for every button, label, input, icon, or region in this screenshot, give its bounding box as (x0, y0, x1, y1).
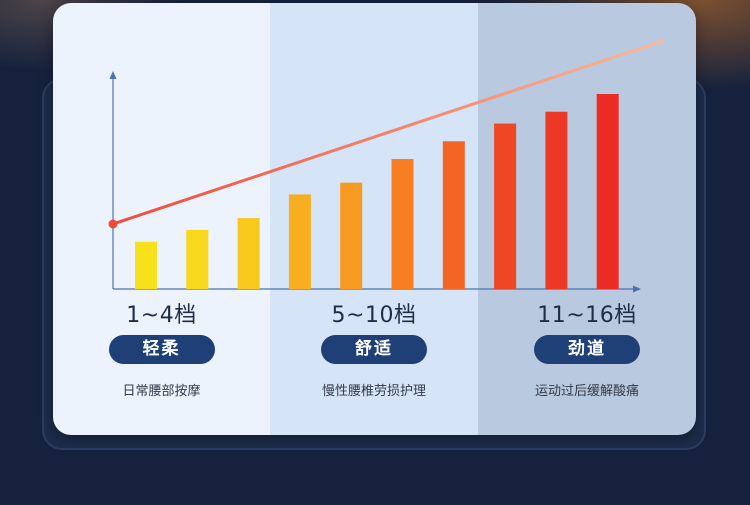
mode-badge-strong: 劲道 (534, 335, 640, 364)
chart-bar-4 (288, 194, 311, 289)
intensity-card: 1~4档 轻柔 日常腰部按摩 5~10档 舒适 慢性腰椎劳损护理 11~16档 … (53, 3, 696, 435)
chart-bar-5 (340, 182, 363, 289)
level-range-label: 11~16档 (537, 303, 637, 328)
mode-badge-gentle: 轻柔 (108, 335, 215, 364)
chart-bar-2 (186, 229, 209, 289)
mode-description: 慢性腰椎劳损护理 (321, 384, 426, 399)
chart-bar-10 (596, 94, 619, 289)
chart-bar-3 (237, 218, 260, 289)
chart-bar-9 (545, 111, 568, 290)
trend-line (111, 39, 665, 226)
chart-bar-7 (442, 141, 465, 289)
chart-bar-8 (494, 123, 517, 289)
level-range-label: 5~10档 (331, 303, 417, 328)
band-gentle: 1~4档 轻柔 日常腰部按摩 (53, 3, 270, 435)
chart-bar-1 (135, 241, 157, 289)
level-range-label: 1~4档 (126, 303, 197, 328)
x-axis-arrow (633, 285, 641, 293)
intensity-bar-chart (108, 39, 665, 293)
trend-start-point (108, 219, 118, 229)
y-axis-arrow (109, 71, 117, 79)
mode-badge-comfort: 舒适 (321, 335, 427, 364)
mode-description: 日常腰部按摩 (122, 384, 201, 399)
chart-bar-6 (391, 159, 414, 289)
mode-description: 运动过后缓解酸痛 (534, 384, 639, 399)
